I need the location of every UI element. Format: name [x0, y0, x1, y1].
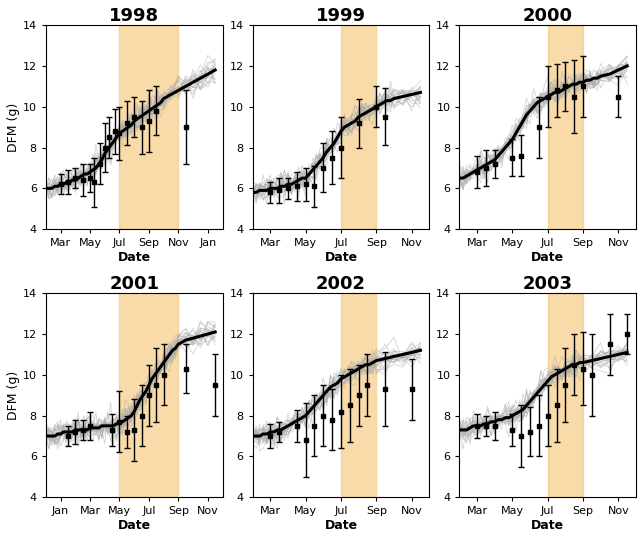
X-axis label: Date: Date	[531, 251, 565, 264]
Title: 2001: 2001	[109, 275, 159, 293]
Bar	[548, 293, 583, 497]
Bar	[120, 293, 178, 497]
X-axis label: Date: Date	[118, 519, 150, 532]
Bar	[341, 25, 376, 229]
Bar	[341, 293, 376, 497]
Title: 2002: 2002	[316, 275, 366, 293]
Title: 2000: 2000	[523, 7, 573, 25]
Bar	[548, 25, 583, 229]
Title: 2003: 2003	[523, 275, 573, 293]
Y-axis label: DFM (g): DFM (g)	[7, 371, 20, 420]
Bar	[120, 25, 178, 229]
X-axis label: Date: Date	[531, 519, 565, 532]
Title: 1998: 1998	[109, 7, 159, 25]
X-axis label: Date: Date	[325, 251, 358, 264]
X-axis label: Date: Date	[118, 251, 150, 264]
Y-axis label: DFM (g): DFM (g)	[7, 102, 20, 152]
X-axis label: Date: Date	[325, 519, 358, 532]
Title: 1999: 1999	[316, 7, 366, 25]
